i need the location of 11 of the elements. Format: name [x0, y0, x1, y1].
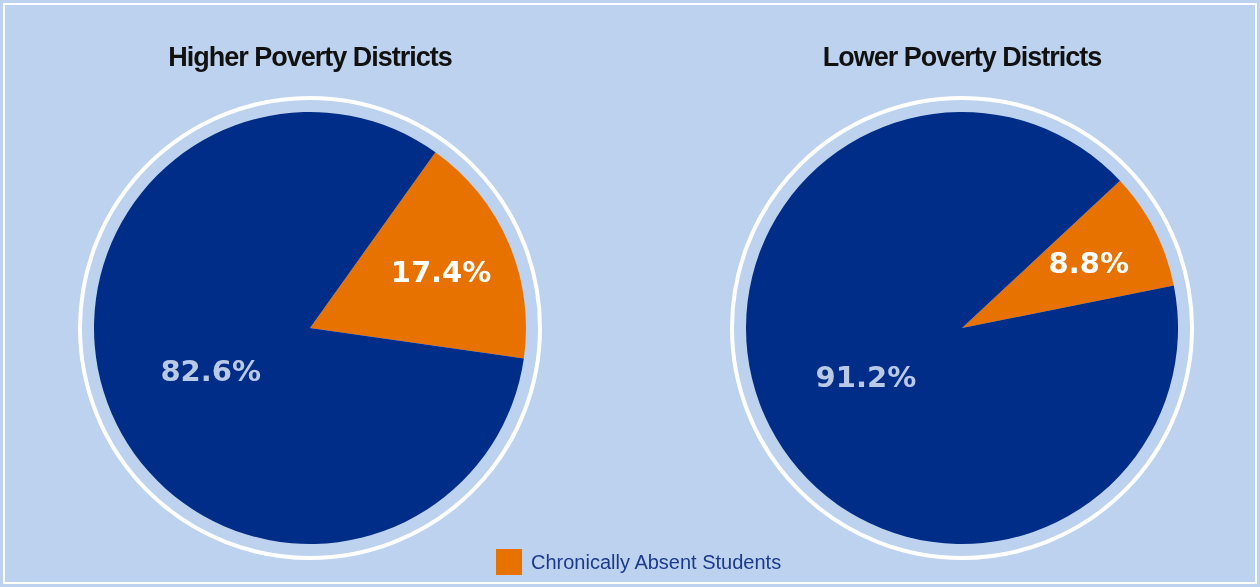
chart-title: Lower Poverty Districts — [822, 42, 1102, 72]
pie-slice — [746, 112, 1178, 544]
legend-label: Chronically Absent Students — [531, 551, 782, 573]
chart-title: Higher Poverty Districts — [168, 42, 452, 72]
pie-slice — [94, 112, 524, 544]
data-label: 8.8% — [1048, 246, 1130, 281]
data-label: 17.4% — [390, 255, 492, 290]
data-label: 91.2% — [815, 360, 917, 395]
pie-slice — [962, 180, 1174, 328]
pie-slice — [310, 152, 526, 359]
data-label: 82.6% — [160, 353, 262, 388]
